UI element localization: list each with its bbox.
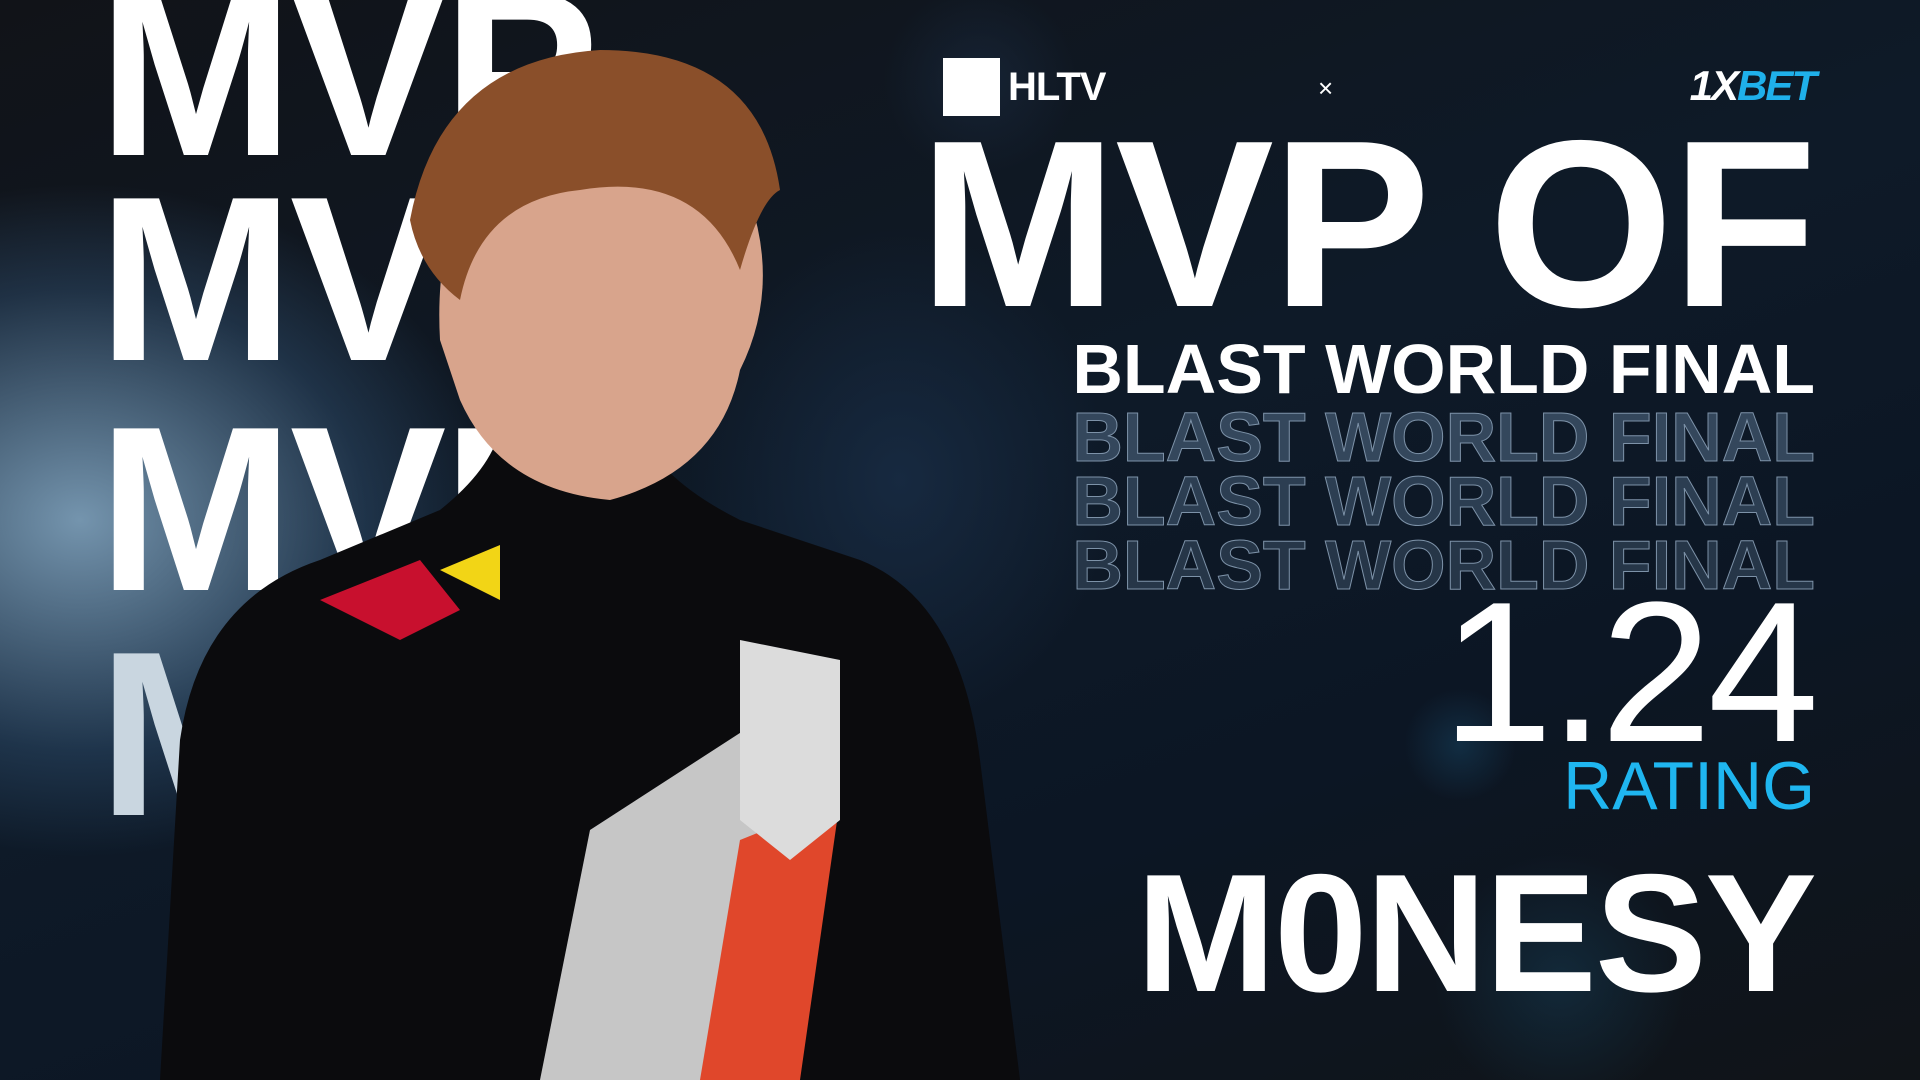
award-title: MVP OF (918, 92, 1817, 357)
sponsor-logo: 1XBET (1689, 62, 1817, 110)
rating-label: RATING (1563, 748, 1815, 824)
sponsor-logo-part1: 1X (1689, 62, 1739, 109)
sponsor-logo-part2: BET (1737, 62, 1817, 109)
event-name: BLAST WORLD FINAL (1072, 330, 1815, 408)
event-echo: BLAST WORLD FINAL (1072, 526, 1816, 604)
player-name: M0NESY (1136, 839, 1817, 1027)
event-echo: BLAST WORLD FINAL (1072, 462, 1816, 540)
rating-value: 1.24 (1441, 561, 1819, 784)
hltv-logo: HLTV (943, 58, 1106, 116)
separator-icon: × (1318, 73, 1334, 103)
hltv-logo-text: HLTV (1008, 64, 1106, 109)
event-echo: BLAST WORLD FINAL (1072, 398, 1816, 476)
hltv-logo-icon (943, 58, 1000, 116)
player-photo (160, 50, 1020, 1080)
